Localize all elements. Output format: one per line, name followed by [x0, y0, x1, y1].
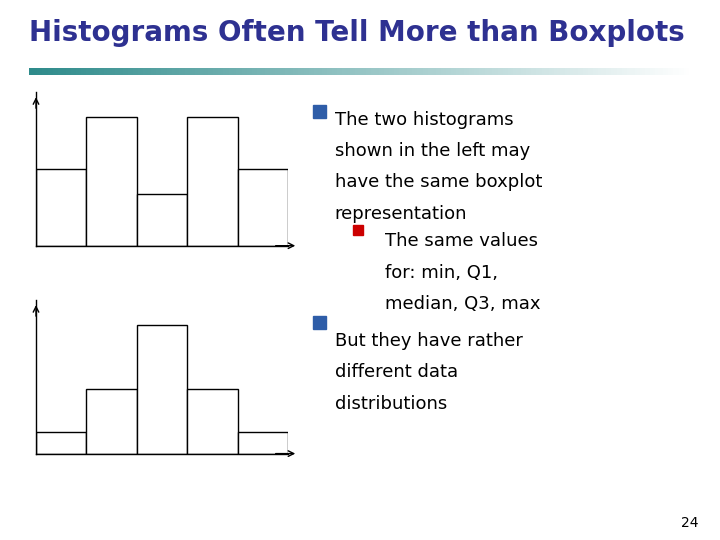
Text: median, Q3, max: median, Q3, max [385, 295, 541, 313]
Bar [137, 325, 187, 454]
Text: representation: representation [335, 205, 467, 222]
Bar [187, 117, 238, 246]
Text: Histograms Often Tell More than Boxplots: Histograms Often Tell More than Boxplots [29, 19, 685, 47]
Text: The two histograms: The two histograms [335, 111, 513, 129]
Bar [137, 194, 187, 246]
Text: 24: 24 [681, 516, 698, 530]
Bar [187, 389, 238, 454]
Text: for: min, Q1,: for: min, Q1, [385, 264, 498, 281]
Bar [238, 168, 288, 246]
Bar [36, 432, 86, 454]
Text: The same values: The same values [385, 232, 539, 250]
Bar [86, 117, 137, 246]
Bar [238, 432, 288, 454]
Bar [36, 168, 86, 246]
Text: different data: different data [335, 363, 458, 381]
Text: But they have rather: But they have rather [335, 332, 523, 350]
Text: distributions: distributions [335, 395, 447, 413]
Text: shown in the left may: shown in the left may [335, 142, 530, 160]
Text: have the same boxplot: have the same boxplot [335, 173, 542, 191]
Bar [86, 389, 137, 454]
